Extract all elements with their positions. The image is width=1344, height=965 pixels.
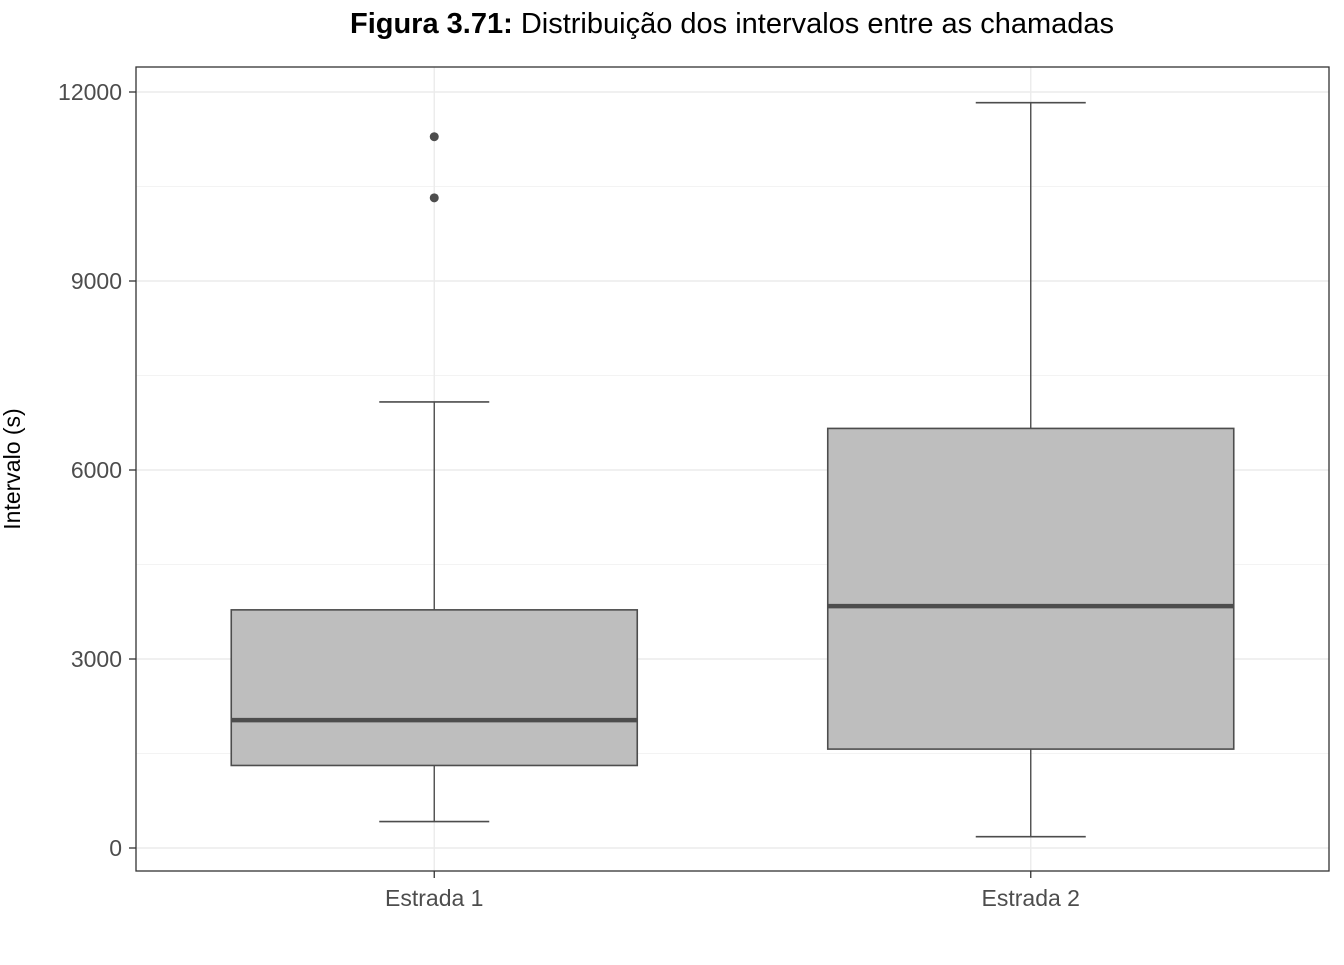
outlier-point <box>429 193 439 203</box>
y-tick-label: 3000 <box>71 646 122 672</box>
outlier-point <box>429 132 439 142</box>
x-tick-label: Estrada 2 <box>982 885 1080 911</box>
y-axis-title: Intervalo (s) <box>0 408 25 529</box>
axis-layer: 0 3000 6000 9000 12000 Estrada 1 Estrada 2 <box>58 79 1080 911</box>
y-tick-label: 9000 <box>71 268 122 294</box>
box-layer <box>230 101 1235 838</box>
chart-title: Figura 3.71: Distribuição dos intervalos… <box>350 8 1114 40</box>
y-tick-label: 0 <box>109 835 122 861</box>
box-group <box>826 101 1235 838</box>
box-iqr <box>230 609 639 767</box>
panel-border <box>135 66 1330 872</box>
y-tick-label: 6000 <box>71 457 122 483</box>
chart-title-prefix: Figura 3.71: <box>350 8 513 40</box>
chart-title-rest: Distribuição dos intervalos entre as cha… <box>513 8 1114 40</box>
y-tick-label: 12000 <box>58 79 122 105</box>
box-iqr <box>826 427 1235 750</box>
x-tick-label: Estrada 1 <box>385 885 483 911</box>
box-group <box>230 132 639 823</box>
